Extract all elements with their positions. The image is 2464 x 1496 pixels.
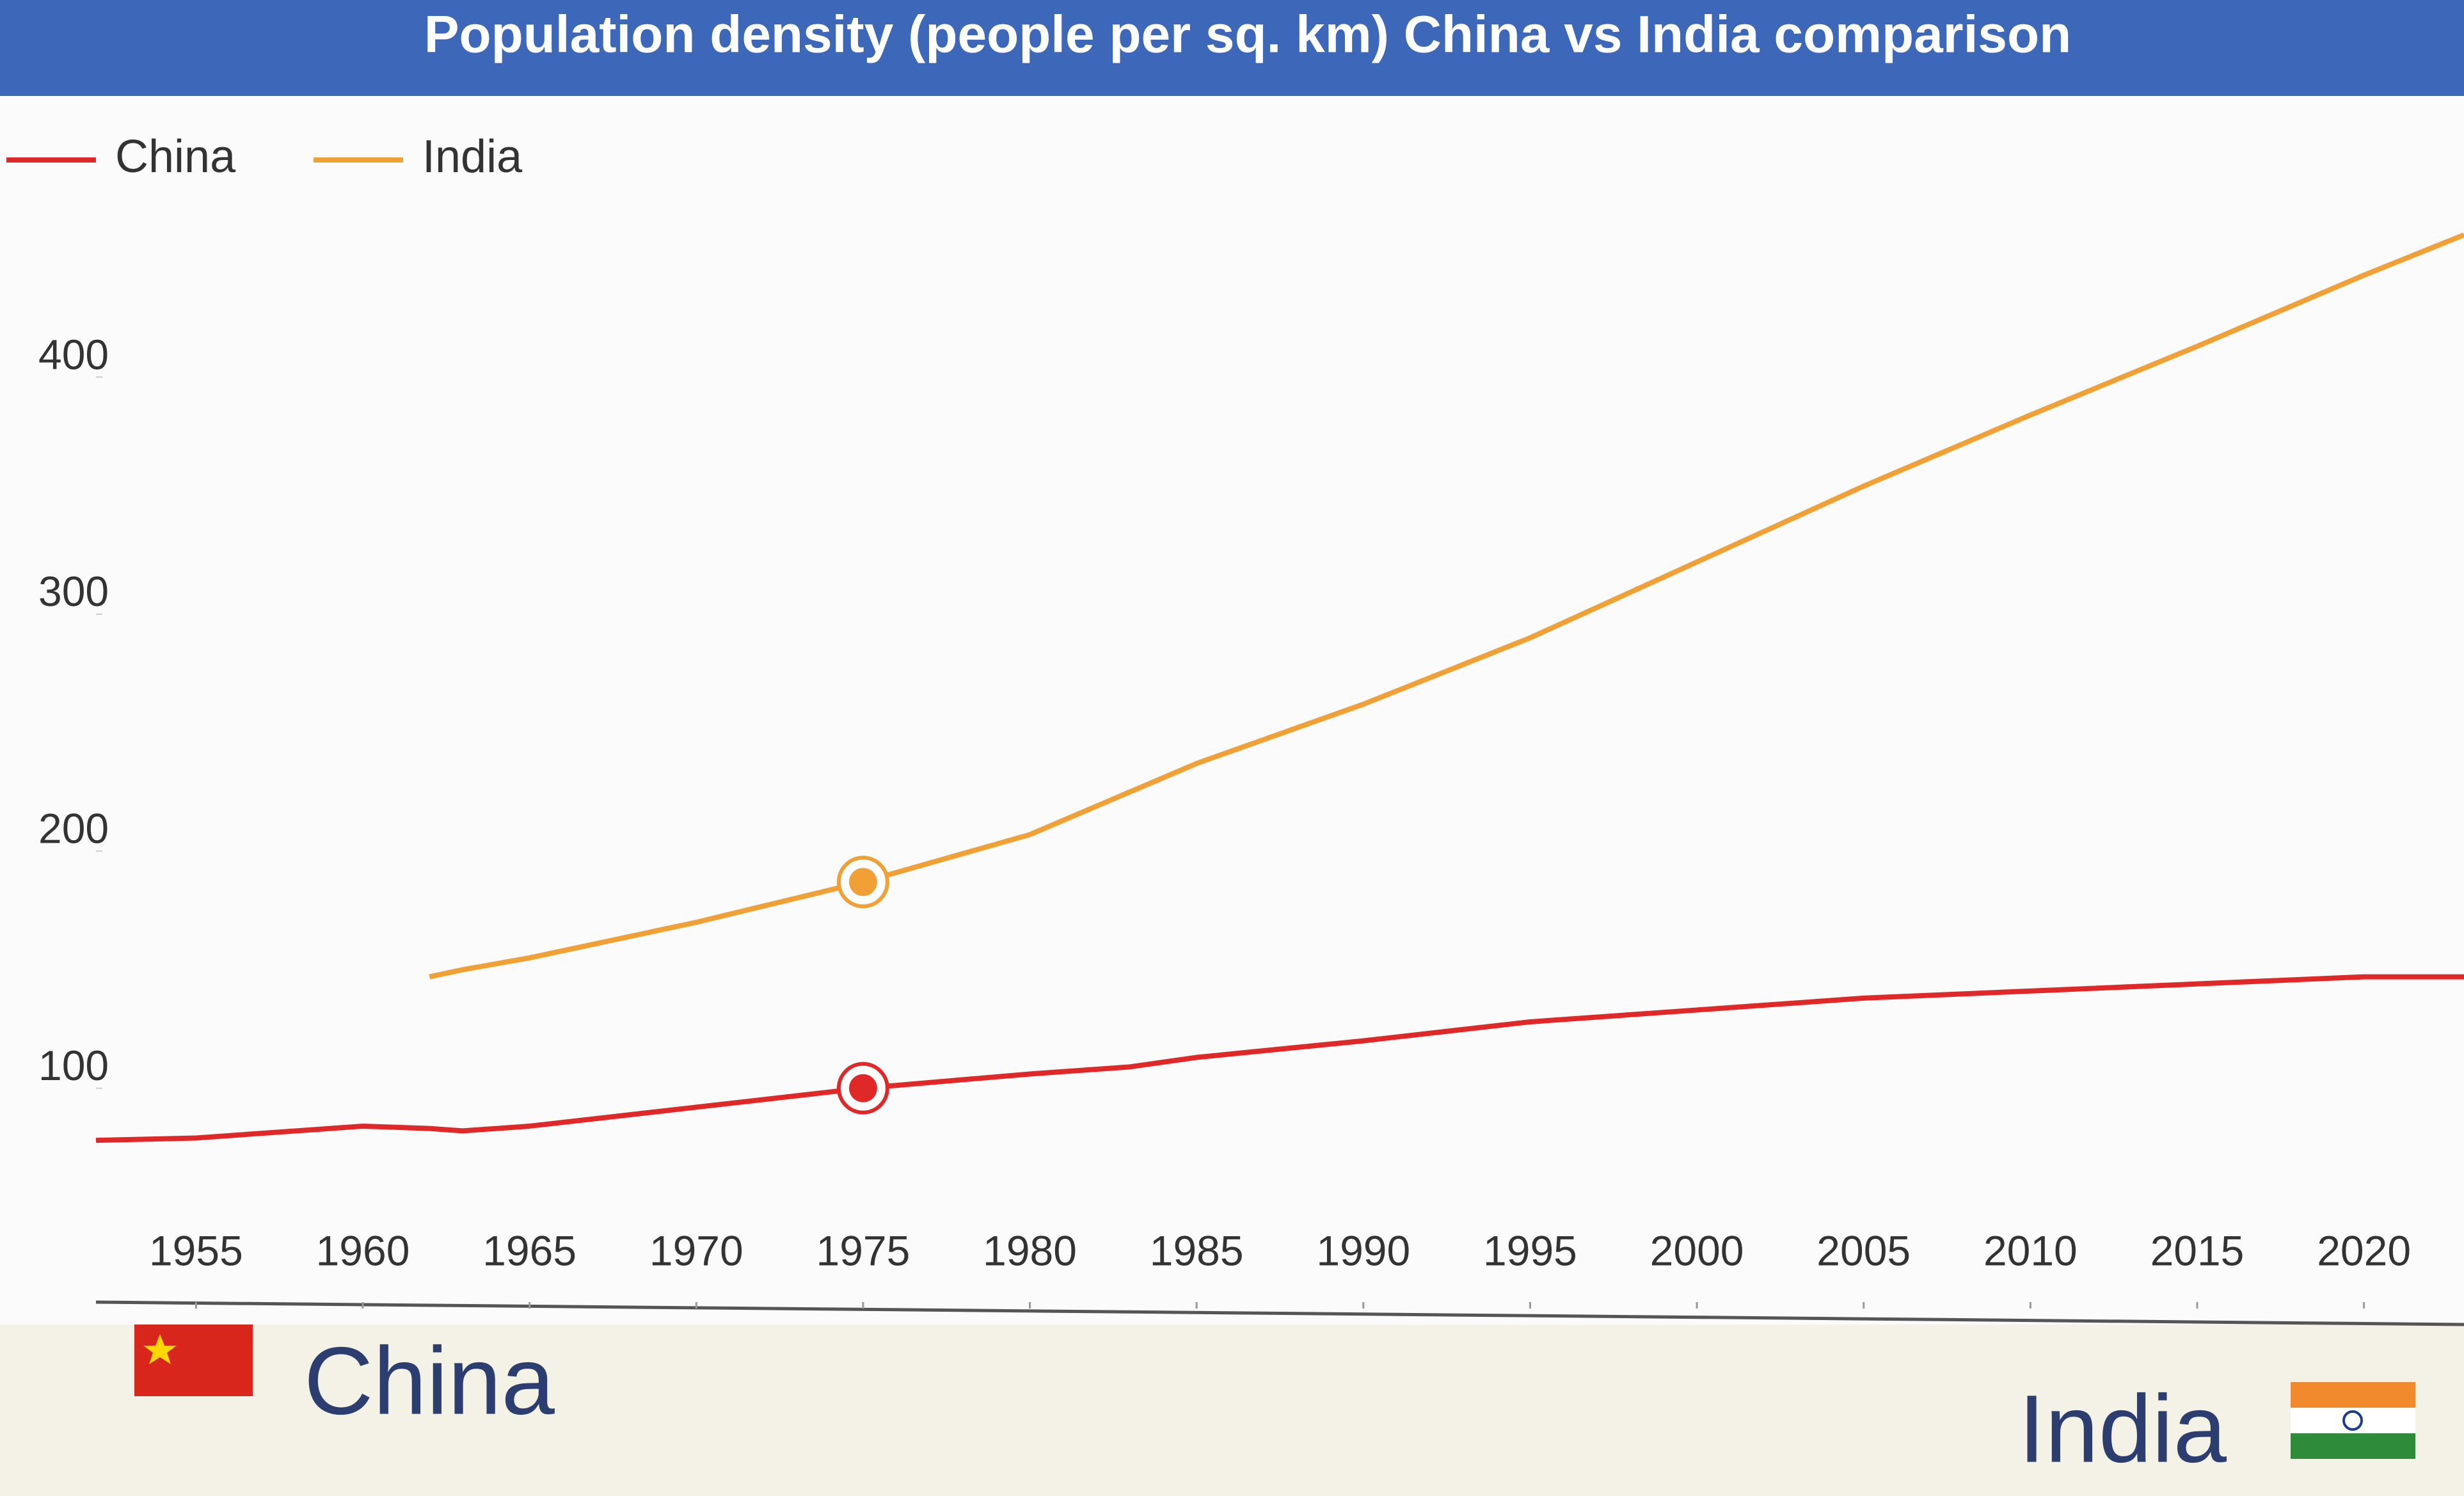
y-tick-label: 400: [38, 331, 109, 378]
x-tick-label: 1955: [149, 1227, 243, 1274]
series-line: [95, 974, 2464, 1143]
y-tick-label: 100: [38, 1042, 109, 1089]
highlight-point: [848, 1074, 877, 1102]
x-tick-label: 2005: [1816, 1227, 1911, 1274]
x-tick-label: 1980: [983, 1227, 1077, 1274]
x-tick-label: 2015: [2150, 1227, 2245, 1274]
x-tick-label: 1990: [1316, 1227, 1410, 1274]
india-flag-top: [2291, 1382, 2415, 1408]
x-tick-label: 1995: [1483, 1227, 1577, 1274]
footer-right-label: India: [2019, 1375, 2227, 1483]
flag-star: [143, 1334, 177, 1364]
y-tick-label: 200: [38, 805, 109, 852]
x-tick-label: 1985: [1150, 1227, 1244, 1274]
y-tick-label: 300: [38, 568, 109, 615]
chart-panel: [0, 96, 2464, 1325]
x-tick-label: 1975: [816, 1227, 910, 1274]
x-tick-label: 2010: [1983, 1227, 2078, 1274]
x-tick-label: 1965: [482, 1227, 576, 1274]
legend-label: India: [422, 131, 523, 182]
x-tick-label: 2020: [2317, 1227, 2411, 1274]
x-tick-label: 2000: [1650, 1227, 1744, 1274]
footer: China India: [134, 1325, 2415, 1483]
india-flag-wheel: [2342, 1410, 2363, 1431]
chart-title: Population density (people per sq. km) C…: [424, 6, 2071, 64]
title-banner: [0, 0, 2464, 96]
series-line: [429, 232, 2464, 980]
x-tick-label: 1960: [316, 1227, 410, 1274]
india-flag-bottom: [2291, 1433, 2415, 1459]
highlight-point: [848, 868, 877, 896]
legend-label: China: [115, 131, 236, 182]
x-axis-line: [95, 1300, 2464, 1326]
x-tick-label: 1970: [649, 1227, 743, 1274]
footer-left-label: China: [304, 1327, 555, 1435]
